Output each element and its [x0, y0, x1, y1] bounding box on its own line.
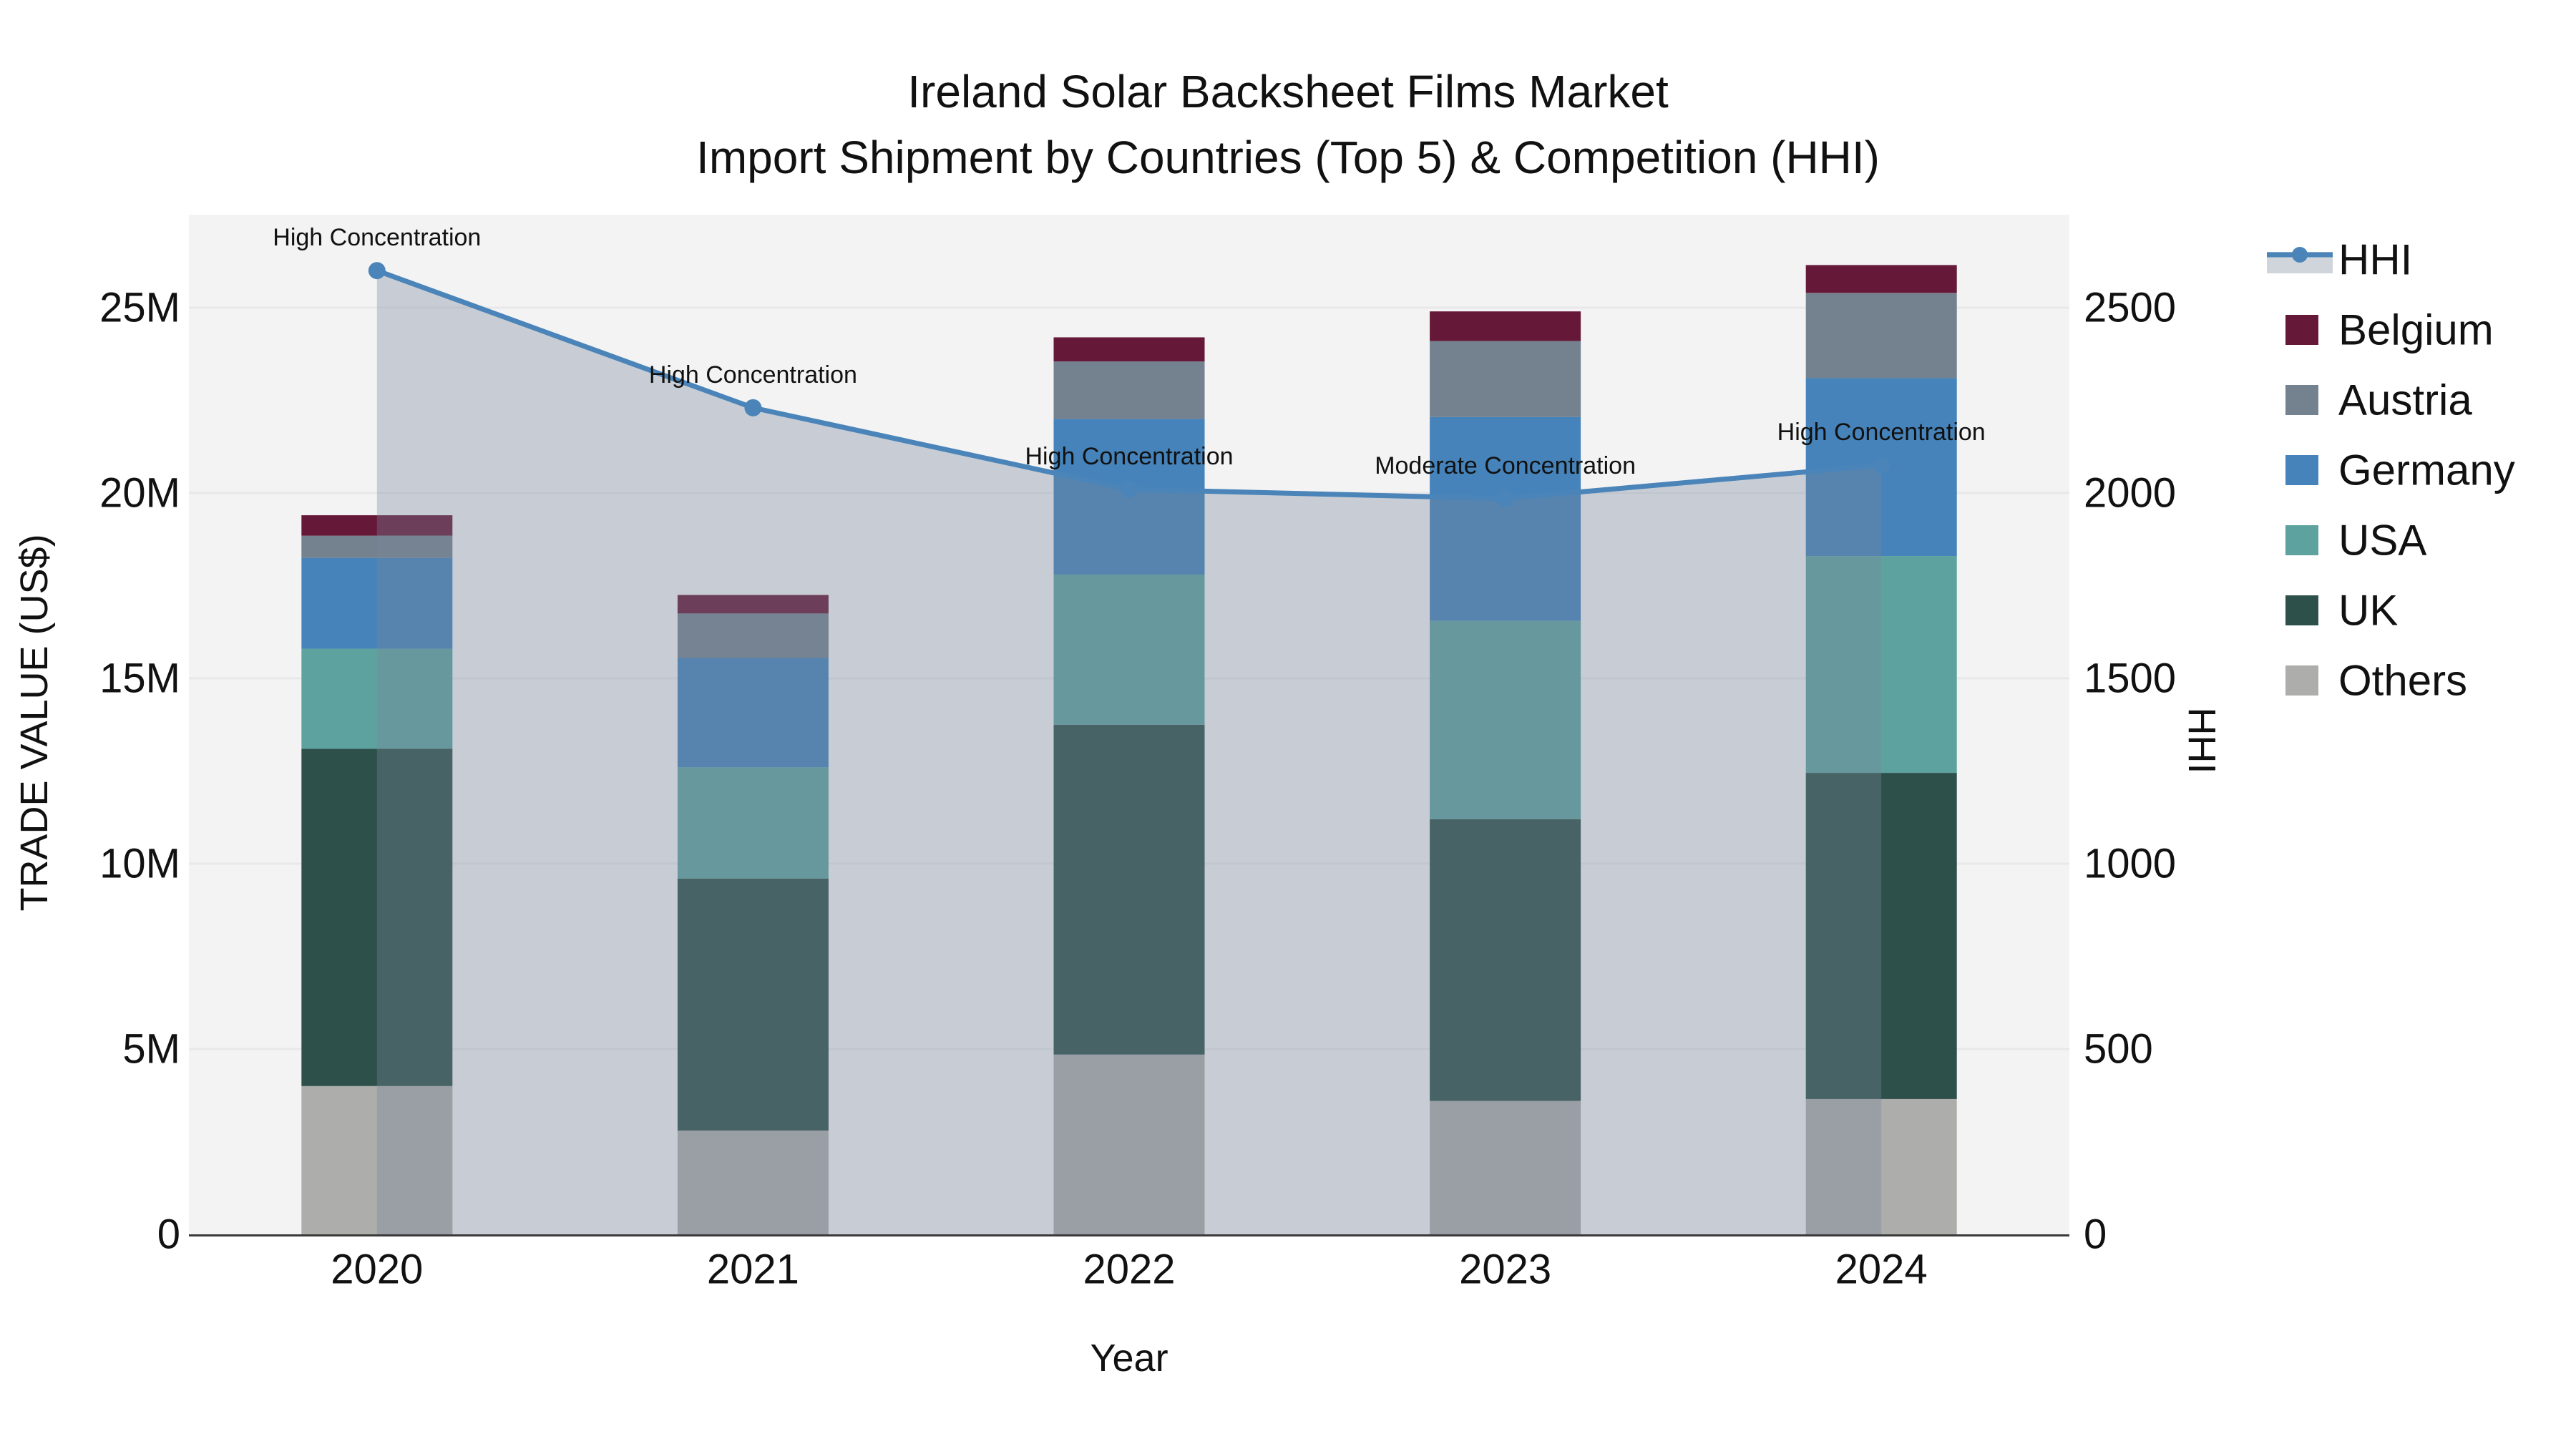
y-right-tick-1500: 1500 — [2084, 655, 2176, 702]
x-tick-2021: 2021 — [707, 1246, 799, 1293]
legend-item-uk[interactable]: UK — [2285, 587, 2398, 635]
bar-segment-uk-2020 — [301, 748, 453, 1086]
legend-label-others: Others — [2338, 657, 2467, 705]
bar-segment-usa-2023 — [1430, 620, 1581, 819]
y-right-tick-500: 500 — [2084, 1026, 2153, 1073]
bar-segment-usa-2021 — [677, 767, 829, 879]
bar-segment-belgium-2023 — [1430, 311, 1581, 341]
legend-item-others[interactable]: Others — [2285, 657, 2467, 705]
x-axis-title: Year — [1090, 1337, 1168, 1380]
bar-segment-uk-2022 — [1053, 724, 1205, 1055]
legend-hhi-marker-sample — [2292, 247, 2308, 263]
bar-segment-germany-2023 — [1430, 416, 1581, 621]
hhi-area-fill — [376, 270, 1882, 1235]
bar-segment-others-2022 — [1053, 1054, 1205, 1234]
bar-segment-germany-2021 — [677, 658, 829, 768]
bar-segment-belgium-2021 — [677, 595, 829, 614]
hhi-marker-2021 — [744, 399, 762, 416]
bar-segment-austria-2024 — [1805, 293, 1957, 379]
bar-segment-others-2021 — [677, 1130, 829, 1234]
bar-segment-austria-2021 — [677, 613, 829, 658]
legend-label-austria: Austria — [2338, 376, 2472, 424]
bar-segment-usa-2022 — [1053, 574, 1205, 725]
bar-segment-germany-2020 — [301, 557, 453, 649]
bar-segment-uk-2021 — [677, 878, 829, 1131]
legend-item-germany[interactable]: Germany — [2285, 447, 2515, 494]
hhi-marker-2022 — [1121, 480, 1138, 498]
legend-label-usa: USA — [2338, 517, 2426, 565]
legend-item-hhi[interactable]: HHI — [2267, 236, 2412, 284]
y-left-tick-0: 0 — [157, 1211, 180, 1258]
annotation-2023: Moderate Concentration — [1375, 452, 1636, 479]
legend-item-usa[interactable]: USA — [2285, 517, 2426, 565]
annotation-2024: High Concentration — [1777, 419, 1986, 446]
legend-item-belgium[interactable]: Belgium — [2285, 306, 2494, 354]
y-right-tick-0: 0 — [2084, 1211, 2107, 1258]
hhi-marker-2023 — [1496, 489, 1514, 507]
x-tick-2024: 2024 — [1835, 1246, 1928, 1293]
hhi-marker-2020 — [368, 262, 386, 280]
annotation-2020: High Concentration — [273, 224, 481, 251]
hhi-marker-2024 — [1873, 457, 1890, 474]
legend-swatch-austria — [2285, 385, 2318, 415]
bar-segment-belgium-2024 — [1805, 265, 1957, 293]
annotation-2022: High Concentration — [1025, 443, 1233, 470]
y-left-axis-title: TRADE VALUE (US$) — [13, 534, 56, 911]
bar-segment-others-2020 — [301, 1085, 453, 1234]
bar-segment-uk-2023 — [1430, 819, 1581, 1101]
chart-title-line2: Import Shipment by Countries (Top 5) & C… — [696, 132, 1880, 183]
legend-item-austria[interactable]: Austria — [2285, 376, 2472, 424]
y-right-tick-1000: 1000 — [2084, 841, 2176, 887]
bar-segment-austria-2022 — [1053, 361, 1205, 419]
x-tick-2023: 2023 — [1459, 1246, 1551, 1293]
bar-segment-uk-2024 — [1805, 773, 1957, 1099]
legend-swatch-belgium — [2285, 315, 2318, 345]
annotation-2021: High Concentration — [649, 361, 857, 389]
legend-label-belgium: Belgium — [2338, 306, 2494, 354]
bar-segment-austria-2020 — [301, 535, 453, 558]
x-tick-2022: 2022 — [1083, 1246, 1175, 1293]
legend-label-hhi: HHI — [2338, 236, 2412, 284]
bar-segment-belgium-2022 — [1053, 337, 1205, 362]
legend-swatch-usa — [2285, 525, 2318, 555]
y-right-axis-title: HHI — [2180, 708, 2223, 774]
y-left-tick-5M: 5M — [122, 1026, 180, 1073]
y-left-tick-25M: 25M — [99, 285, 180, 331]
y-left-tick-20M: 20M — [99, 470, 180, 517]
bar-segment-others-2023 — [1430, 1101, 1581, 1234]
legend-swatch-uk — [2285, 595, 2318, 625]
bar-segment-others-2024 — [1805, 1098, 1957, 1234]
y-right-tick-2500: 2500 — [2084, 285, 2176, 331]
bar-segment-usa-2024 — [1805, 556, 1957, 774]
bar-segment-austria-2023 — [1430, 341, 1581, 417]
bar-segment-belgium-2020 — [301, 515, 453, 536]
legend-label-uk: UK — [2338, 587, 2398, 635]
legend-swatch-germany — [2285, 455, 2318, 485]
y-right-tick-2000: 2000 — [2084, 470, 2176, 517]
x-tick-2020: 2020 — [331, 1246, 423, 1293]
bar-segment-usa-2020 — [301, 648, 453, 749]
legend-label-germany: Germany — [2338, 447, 2515, 494]
y-left-tick-10M: 10M — [99, 841, 180, 887]
y-left-tick-15M: 15M — [99, 655, 180, 702]
legend-swatch-others — [2285, 665, 2318, 696]
chart-title-line1: Ireland Solar Backsheet Films Market — [907, 66, 1669, 117]
